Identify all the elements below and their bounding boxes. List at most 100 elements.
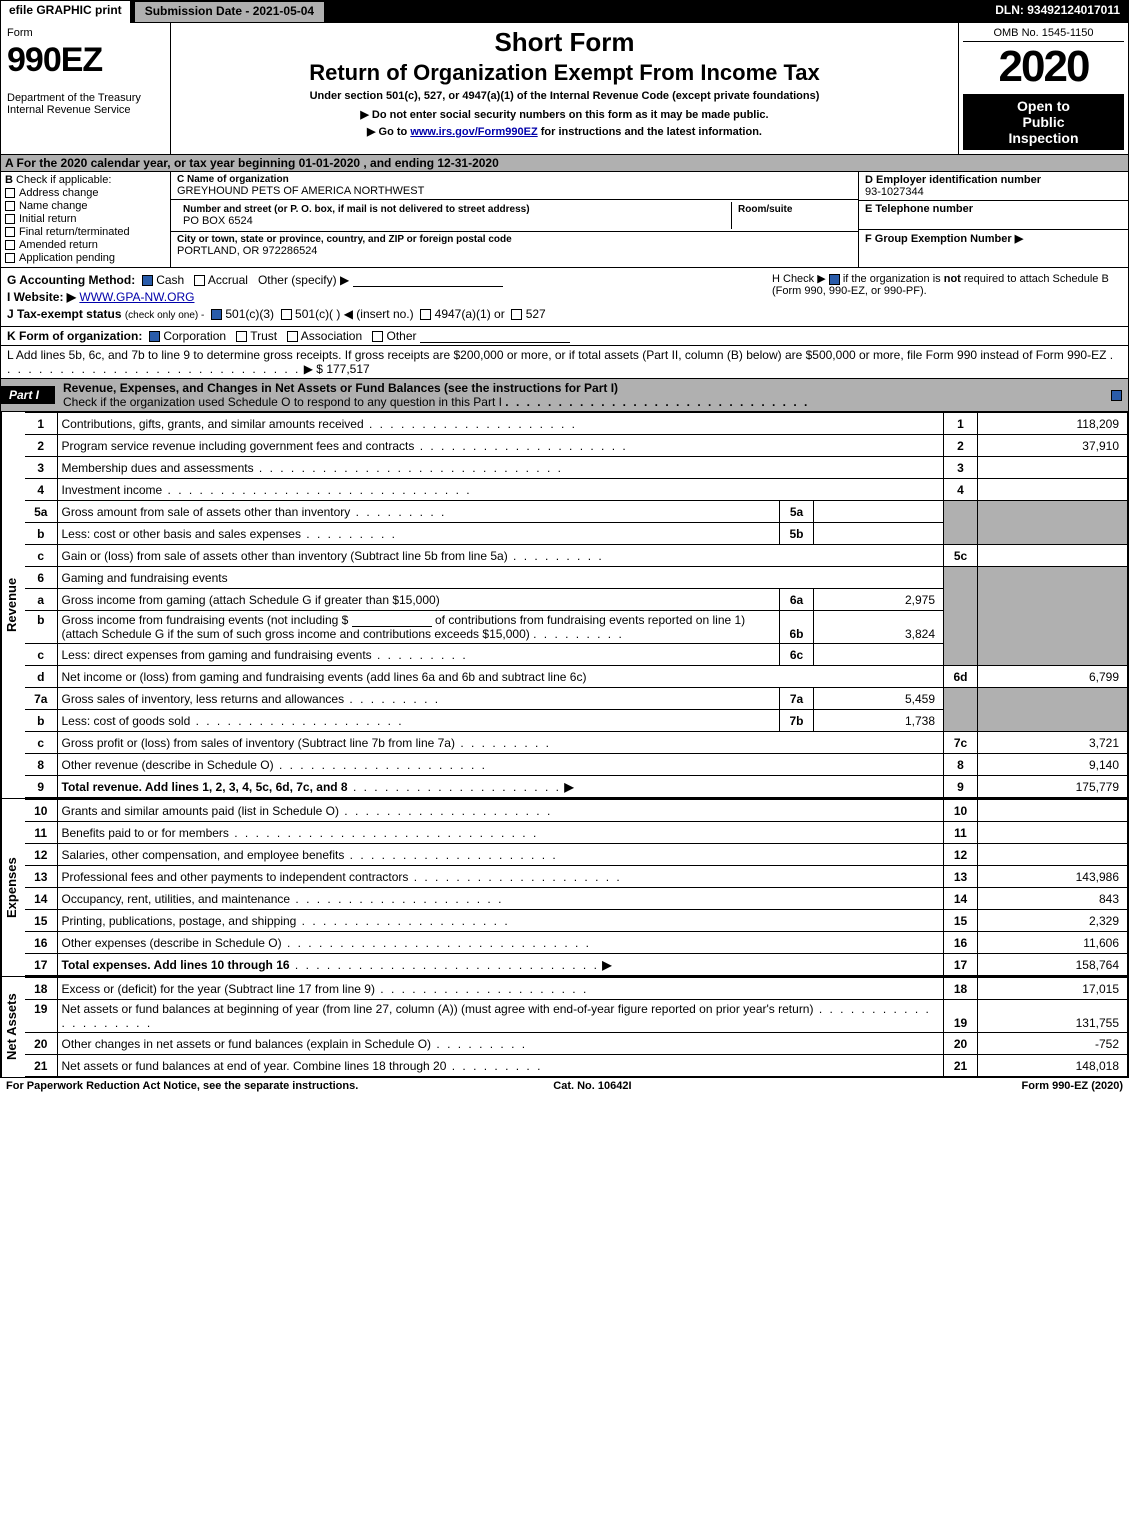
l-value: 177,517 — [326, 362, 369, 376]
trust-checkbox-icon[interactable] — [236, 331, 247, 342]
line-6: 6 Gaming and fundraising events — [25, 567, 1128, 589]
part1-scho-checkbox-icon[interactable] — [1111, 390, 1122, 401]
assoc-checkbox-icon[interactable] — [287, 331, 298, 342]
line-num: d — [25, 666, 57, 688]
org-name-row: C Name of organization GREYHOUND PETS OF… — [171, 172, 858, 200]
f-label: F Group Exemption Number ▶ — [865, 232, 1122, 245]
line-num: 12 — [25, 844, 57, 866]
chk-app-pending[interactable]: Application pending — [5, 252, 166, 264]
col-num: 18 — [944, 978, 978, 1000]
irs-link[interactable]: www.irs.gov/Form990EZ — [410, 126, 537, 138]
col-val: 158,764 — [978, 954, 1128, 976]
corp-checkbox-icon[interactable] — [149, 331, 160, 342]
checkbox-icon[interactable] — [5, 227, 15, 237]
line-num: c — [25, 732, 57, 754]
ein-cell: D Employer identification number 93-1027… — [859, 172, 1128, 201]
k-trust: Trust — [250, 329, 277, 343]
dots-icon — [344, 692, 440, 706]
col-val: 843 — [978, 888, 1128, 910]
col-num: 1 — [944, 413, 978, 435]
expenses-table: 10Grants and similar amounts paid (list … — [25, 799, 1128, 976]
revenue-side-label: Revenue — [1, 412, 25, 798]
j-label: J Tax-exempt status — [7, 307, 122, 321]
line-13: 13Professional fees and other payments t… — [25, 866, 1128, 888]
city-row: City or town, state or province, country… — [171, 232, 858, 259]
line-desc: Net assets or fund balances at beginning… — [62, 1002, 814, 1016]
group-exemption-cell: F Group Exemption Number ▶ — [859, 230, 1128, 259]
g-accrual: Accrual — [208, 273, 248, 287]
col-val: 131,755 — [978, 1000, 1128, 1033]
501c3-checkbox-icon[interactable] — [211, 309, 222, 320]
line-desc: Printing, publications, postage, and shi… — [62, 914, 297, 928]
other-checkbox-icon[interactable] — [372, 331, 383, 342]
checkbox-icon[interactable] — [5, 214, 15, 224]
line-4: 4 Investment income 4 — [25, 479, 1128, 501]
col-val: 9,140 — [978, 754, 1128, 776]
revenue-table: 1 Contributions, gifts, grants, and simi… — [25, 412, 1128, 798]
line-7a: 7a Gross sales of inventory, less return… — [25, 688, 1128, 710]
k-corp: Corporation — [163, 329, 226, 343]
dots-icon — [282, 936, 591, 950]
g-other-input[interactable] — [353, 275, 503, 287]
line-num: 21 — [25, 1055, 57, 1077]
tax-period-row: A For the 2020 calendar year, or tax yea… — [1, 155, 1128, 172]
line-11: 11Benefits paid to or for members11 — [25, 822, 1128, 844]
form-header: Form 990EZ Department of the Treasury In… — [1, 23, 1128, 155]
d-label: D Employer identification number — [865, 174, 1122, 186]
dots-icon — [162, 483, 471, 497]
sub-val: 2,975 — [814, 589, 944, 611]
line-desc: Investment income — [62, 483, 163, 497]
h-mid: if the organization is — [843, 273, 944, 285]
website-link[interactable]: WWW.GPA-NW.ORG — [79, 290, 194, 304]
dots-icon — [408, 870, 621, 884]
checkbox-icon[interactable] — [5, 240, 15, 250]
line-num: 2 — [25, 435, 57, 457]
line-14: 14Occupancy, rent, utilities, and mainte… — [25, 888, 1128, 910]
k-other-input[interactable] — [420, 331, 570, 343]
line-desc: Less: cost or other basis and sales expe… — [62, 527, 301, 541]
col-val: -752 — [978, 1033, 1128, 1055]
chk-name-change[interactable]: Name change — [5, 200, 166, 212]
entity-right: D Employer identification number 93-1027… — [858, 172, 1128, 267]
efile-print-label[interactable]: efile GRAPHIC print — [1, 1, 132, 23]
col-val: 143,986 — [978, 866, 1128, 888]
checkbox-icon[interactable] — [5, 201, 15, 211]
cash-checkbox-icon[interactable] — [142, 275, 153, 286]
line-18: 18Excess or (deficit) for the year (Subt… — [25, 978, 1128, 1000]
chk-amended[interactable]: Amended return — [5, 239, 166, 251]
chk-initial-return[interactable]: Initial return — [5, 213, 166, 225]
j-line: J Tax-exempt status (check only one) - 5… — [7, 307, 1122, 321]
dots-icon — [372, 648, 468, 662]
501c-checkbox-icon[interactable] — [281, 309, 292, 320]
checkbox-icon[interactable] — [5, 253, 15, 263]
chk-final-return[interactable]: Final return/terminated — [5, 226, 166, 238]
line-num: 17 — [25, 954, 57, 976]
chk-address-change[interactable]: Address change — [5, 187, 166, 199]
line-num: c — [25, 644, 57, 666]
dots-icon — [455, 736, 551, 750]
grey-cell — [978, 688, 1128, 732]
line-desc: Other revenue (describe in Schedule O) — [62, 758, 274, 772]
accrual-checkbox-icon[interactable] — [194, 275, 205, 286]
checkbox-icon[interactable] — [5, 188, 15, 198]
line-num: b — [25, 710, 57, 732]
line-desc: Gross amount from sale of assets other t… — [62, 505, 351, 519]
part1-subtitle: Check if the organization used Schedule … — [63, 395, 502, 409]
netassets-table: 18Excess or (deficit) for the year (Subt… — [25, 977, 1128, 1077]
revenue-section: Revenue 1 Contributions, gifts, grants, … — [1, 412, 1128, 798]
h-checkbox-icon[interactable] — [829, 274, 840, 285]
line-num: 20 — [25, 1033, 57, 1055]
line-num: c — [25, 545, 57, 567]
dots-icon — [344, 848, 557, 862]
g-other: Other (specify) ▶ — [258, 273, 349, 287]
4947-checkbox-icon[interactable] — [420, 309, 431, 320]
h-not: not — [944, 273, 961, 285]
contrib-amount-input[interactable] — [352, 615, 432, 627]
line-desc: Contributions, gifts, grants, and simila… — [62, 417, 364, 431]
gj-block: H Check ▶ if the organization is not req… — [1, 268, 1128, 327]
g-cash: Cash — [156, 273, 184, 287]
line-desc: Other expenses (describe in Schedule O) — [62, 936, 282, 950]
527-checkbox-icon[interactable] — [511, 309, 522, 320]
line-7c: c Gross profit or (loss) from sales of i… — [25, 732, 1128, 754]
grey-cell — [978, 567, 1128, 666]
